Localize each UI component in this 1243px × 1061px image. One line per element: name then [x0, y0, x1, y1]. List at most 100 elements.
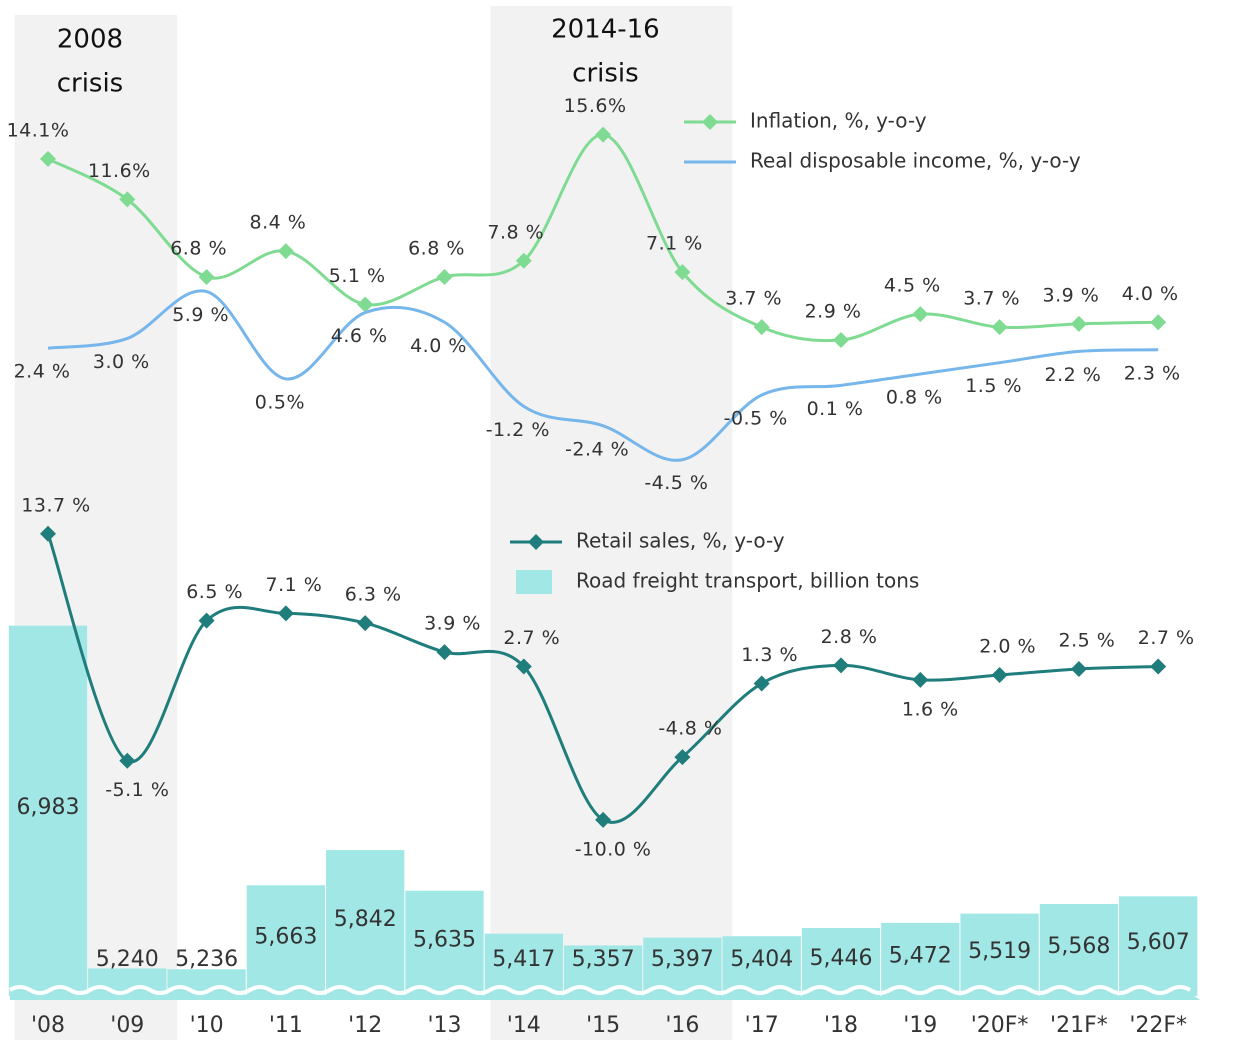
bar: [405, 890, 484, 996]
x-tick-label: '11: [269, 1013, 303, 1038]
bar-label: 5,607: [1127, 930, 1190, 955]
bar-label: 5,635: [413, 927, 476, 952]
data-label: -10.0 %: [575, 838, 652, 860]
data-label: -0.5 %: [724, 408, 788, 430]
data-label: 7.8 %: [487, 221, 544, 243]
data-label: 2.8 %: [821, 626, 878, 648]
bars: 6,983 5,240 5,236 5,663 5,842 5,635 5,417 5,357…: [8, 625, 1198, 996]
x-tick-label: '19: [903, 1013, 937, 1038]
crisis-label: 2008: [57, 25, 123, 55]
data-label: 4.0 %: [1122, 283, 1179, 305]
line: [47, 289, 1159, 462]
marker: [833, 332, 849, 349]
legend-marker: [702, 114, 718, 130]
marker: [991, 667, 1008, 683]
data-label: 6.3 %: [345, 584, 402, 606]
marker: [198, 268, 215, 285]
marker: [1150, 658, 1167, 675]
data-label: -2.4 %: [565, 438, 629, 460]
bar-label: 5,404: [730, 947, 793, 972]
bar: [881, 922, 960, 996]
data-label: 3.9 %: [1042, 284, 1099, 306]
data-label: 1.3 %: [741, 644, 798, 666]
data-label: 2.3 %: [1124, 362, 1181, 384]
bar-label: 5,842: [334, 907, 397, 932]
marker: [515, 252, 532, 269]
bar-label: 5,357: [572, 947, 635, 972]
marker: [1150, 314, 1167, 331]
data-label: -4.5 %: [644, 472, 708, 494]
bar-label: 5,663: [254, 925, 317, 950]
data-label: 3.7 %: [725, 288, 782, 310]
data-label: 14.1%: [7, 119, 70, 141]
bar-label: 5,236: [175, 947, 238, 972]
data-label: 3.0 %: [93, 351, 150, 373]
line: [46, 533, 1159, 824]
data-label: 2.7 %: [1138, 627, 1195, 649]
marker: [119, 191, 136, 208]
data-label: 3.7 %: [963, 288, 1020, 310]
marker: [198, 612, 215, 629]
x-tick-label: '18: [824, 1013, 858, 1038]
crisis-label: crisis: [57, 69, 124, 99]
bar-label: 5,397: [651, 947, 714, 972]
line: [47, 133, 1159, 343]
data-label: 2.9 %: [805, 301, 862, 323]
bar-label: 5,568: [1047, 934, 1110, 959]
axis-break: [10, 990, 1200, 1000]
legend-label: Road freight transport, billion tons: [576, 569, 919, 593]
marker: [277, 243, 294, 260]
marker: [912, 671, 929, 688]
marker: [436, 268, 453, 285]
marker: [753, 319, 770, 336]
crisis-label: 2014-16: [551, 15, 660, 45]
legend-marker: [528, 534, 544, 550]
marker: [436, 644, 453, 661]
marker: [912, 306, 929, 323]
marker: [357, 296, 374, 313]
marker: [674, 264, 691, 281]
marker: [40, 150, 56, 167]
data-label: 11.6%: [88, 160, 151, 182]
data-label: 6.8 %: [408, 237, 465, 259]
legend-swatch: [516, 570, 552, 594]
bar-label: 5,240: [96, 947, 159, 972]
marker: [753, 675, 770, 692]
x-tick-label: '09: [110, 1013, 144, 1038]
x-tick-label: '22F*: [1129, 1013, 1187, 1038]
marker: [40, 525, 56, 542]
axis-break-line: [8, 985, 1192, 995]
data-label: 2.2 %: [1044, 364, 1101, 386]
marker: [515, 658, 532, 675]
x-tick-label: '13: [427, 1013, 461, 1038]
data-label: 2.0 %: [979, 636, 1036, 658]
bar-label: 5,472: [889, 943, 952, 968]
data-label: 7.1 %: [646, 233, 703, 255]
bar-label: 5,417: [492, 947, 555, 972]
x-tick-label: '12: [348, 1013, 382, 1038]
data-label: 6.5 %: [186, 581, 243, 603]
data-label: 6.8 %: [170, 237, 227, 259]
marker: [991, 319, 1008, 336]
data-label: -1.2 %: [486, 419, 550, 441]
bar-label: 5,519: [968, 939, 1031, 964]
marker: [357, 615, 374, 632]
data-label: 0.8 %: [886, 387, 943, 409]
x-tick-label: '20F*: [971, 1013, 1029, 1038]
data-label: 1.6 %: [902, 698, 959, 720]
data-label: 4.5 %: [884, 275, 941, 297]
marker: [595, 126, 612, 143]
x-tick-label: '16: [665, 1013, 699, 1038]
crisis-shade: [490, 6, 733, 1040]
data-label: 2.5 %: [1058, 629, 1115, 651]
bar-label: 5,446: [810, 946, 873, 971]
bar: [960, 913, 1039, 996]
legend-label: Real disposable income, %, y-o-y: [750, 149, 1081, 173]
x-tick-label: '15: [586, 1013, 620, 1038]
data-label: 0.1 %: [807, 398, 864, 420]
data-label: 3.9 %: [424, 613, 481, 635]
x-tick-label: '17: [745, 1013, 779, 1038]
data-label: 15.6%: [564, 95, 627, 117]
bar: [326, 850, 405, 996]
